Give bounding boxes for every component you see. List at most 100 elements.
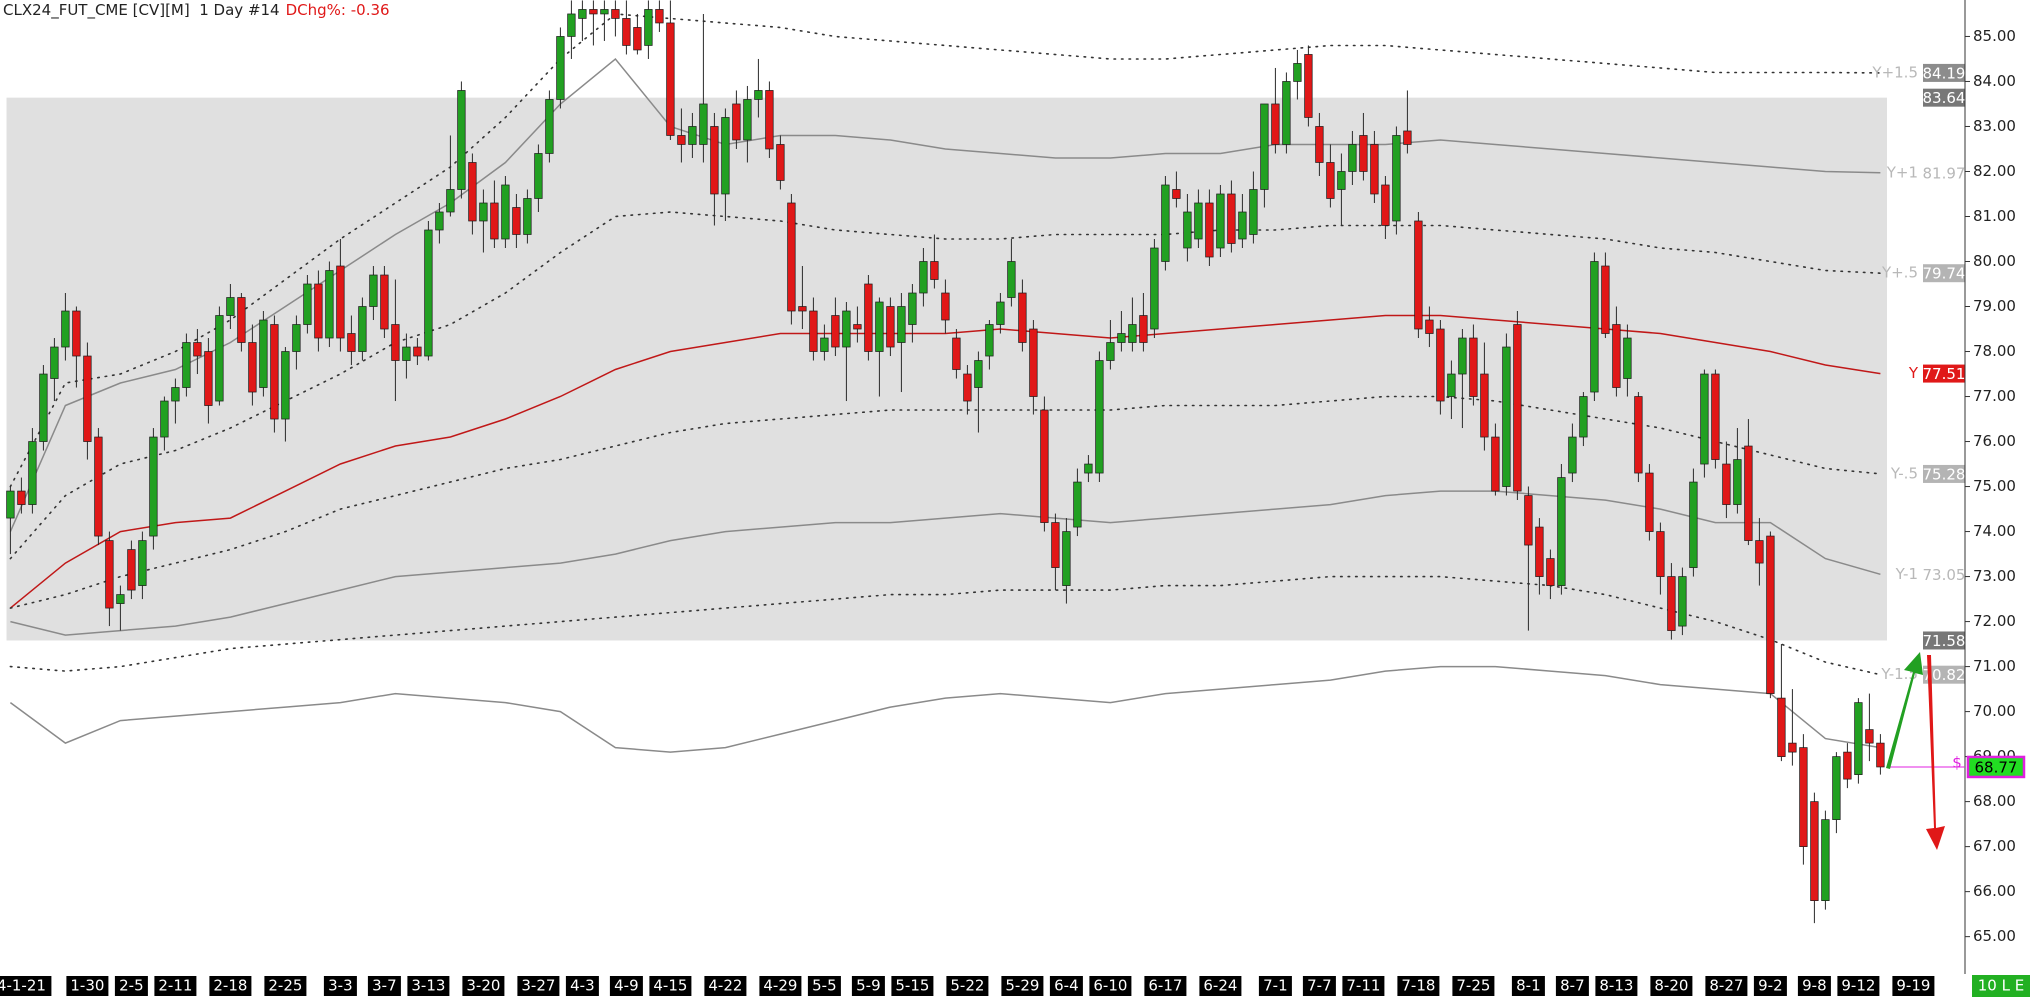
band-value-box (1923, 88, 1965, 107)
candle-body (1084, 463, 1093, 474)
x-tick-box (1797, 976, 1831, 996)
x-tick-label: 4-29 (763, 977, 797, 995)
x-tick-box (891, 976, 934, 996)
y-tick-label: 80.00 (1973, 252, 2016, 270)
x-tick-box (1001, 976, 1044, 996)
x-tick-label: 5-29 (1005, 977, 1039, 995)
candle-body (17, 490, 26, 505)
x-tick-box (407, 976, 450, 996)
candle-body (1249, 189, 1258, 235)
candle-body (1645, 472, 1654, 532)
x-tick-box (1302, 976, 1336, 996)
candle-body (875, 301, 884, 352)
candle-body (523, 198, 532, 235)
y-tick-label: 79.00 (1973, 297, 2016, 315)
x-tick-label: 2-25 (268, 977, 302, 995)
candle-body (941, 292, 950, 321)
candle-body (1216, 193, 1225, 249)
candle-body (600, 9, 609, 15)
x-tick-label: 3-27 (521, 977, 555, 995)
candle-body (952, 337, 961, 370)
y-tick-label: 81.00 (1973, 207, 2016, 225)
line-value: 84.19 (1923, 64, 1966, 82)
band-line (10, 490, 1881, 636)
x-tick-label: 7-18 (1401, 977, 1435, 995)
header: CLX24_FUT_CME [CV][M] 1 Day #14 DChg%: -0… (3, 1, 390, 20)
candle-body (303, 283, 312, 325)
candle-body (1535, 526, 1544, 577)
x-tick-box (649, 976, 692, 996)
candle-body (556, 36, 565, 100)
candle-body (479, 202, 488, 222)
x-tick-label: 2-11 (158, 977, 192, 995)
x-tick-label: 5-9 (856, 977, 881, 995)
candle-body (105, 540, 114, 609)
line-value: 73.05 (1923, 566, 1966, 584)
candle-body (1051, 522, 1060, 568)
candle-body (567, 13, 576, 37)
x-tick-box (1199, 976, 1242, 996)
x-tick-box (66, 976, 109, 996)
y-tick-label: 73.00 (1973, 567, 2016, 585)
candle-body (1315, 126, 1324, 163)
candle-body (358, 306, 367, 352)
x-tick-box (1511, 976, 1545, 996)
candle-body (1348, 144, 1357, 172)
candle-body (1095, 360, 1104, 474)
candle-body (1227, 193, 1236, 244)
candle-body (28, 441, 37, 505)
value-box (1923, 63, 1965, 82)
x-tick-box (1650, 976, 1693, 996)
x-tick-label: 9-12 (1841, 977, 1875, 995)
candle-body (688, 126, 697, 145)
x-tick-label: 7-7 (1307, 977, 1332, 995)
y-tick-label: 75.00 (1973, 477, 2016, 495)
candle-body (622, 18, 631, 46)
candle-body (347, 333, 356, 352)
candle-body (853, 324, 862, 330)
line-name: Y (1908, 364, 1919, 382)
x-tick-label: 1-30 (70, 977, 104, 995)
candle-body (886, 306, 895, 348)
x-tick-label: 9-19 (1896, 977, 1930, 995)
candle-body (919, 261, 928, 294)
down-arrow (1926, 655, 1945, 850)
band-line (9, 395, 1882, 609)
candle-body (292, 324, 301, 352)
candle-body (996, 301, 1005, 325)
candle-body (1865, 729, 1874, 744)
candle-body (1601, 265, 1610, 334)
x-tick-box (1144, 976, 1187, 996)
candle-body (897, 306, 906, 343)
candle-body (6, 490, 15, 519)
x-tick-box (807, 976, 841, 996)
band-line (9, 575, 1882, 676)
candle-body (633, 27, 642, 51)
status: 10 L E (1978, 977, 2024, 995)
candle-body (116, 594, 125, 604)
x-tick-label: 2-5 (119, 977, 144, 995)
candle-body (820, 337, 829, 352)
candle-body (1799, 747, 1808, 847)
x-tick-label: 5-15 (895, 977, 929, 995)
candle-body (1810, 801, 1819, 901)
x-tick-box (1892, 976, 1935, 996)
candle-body (1260, 103, 1269, 190)
y-tick-label: 78.00 (1973, 342, 2016, 360)
candle-body (1337, 171, 1346, 190)
x-tick-box (1837, 976, 1880, 996)
band-value: 83.64 (1923, 89, 1966, 107)
axis-panel (1965, 0, 2030, 974)
candle-body (1381, 184, 1390, 226)
candle-body (1194, 202, 1203, 240)
status-box (1972, 975, 2030, 997)
candle-body (1689, 481, 1698, 568)
x-tick-box (565, 976, 599, 996)
candle-body (1326, 162, 1335, 199)
candle-body (215, 315, 224, 402)
x-tick-label: 3-7 (372, 977, 397, 995)
candle-body (1238, 211, 1247, 240)
candle-body (1139, 315, 1148, 343)
candle-body (237, 297, 246, 343)
